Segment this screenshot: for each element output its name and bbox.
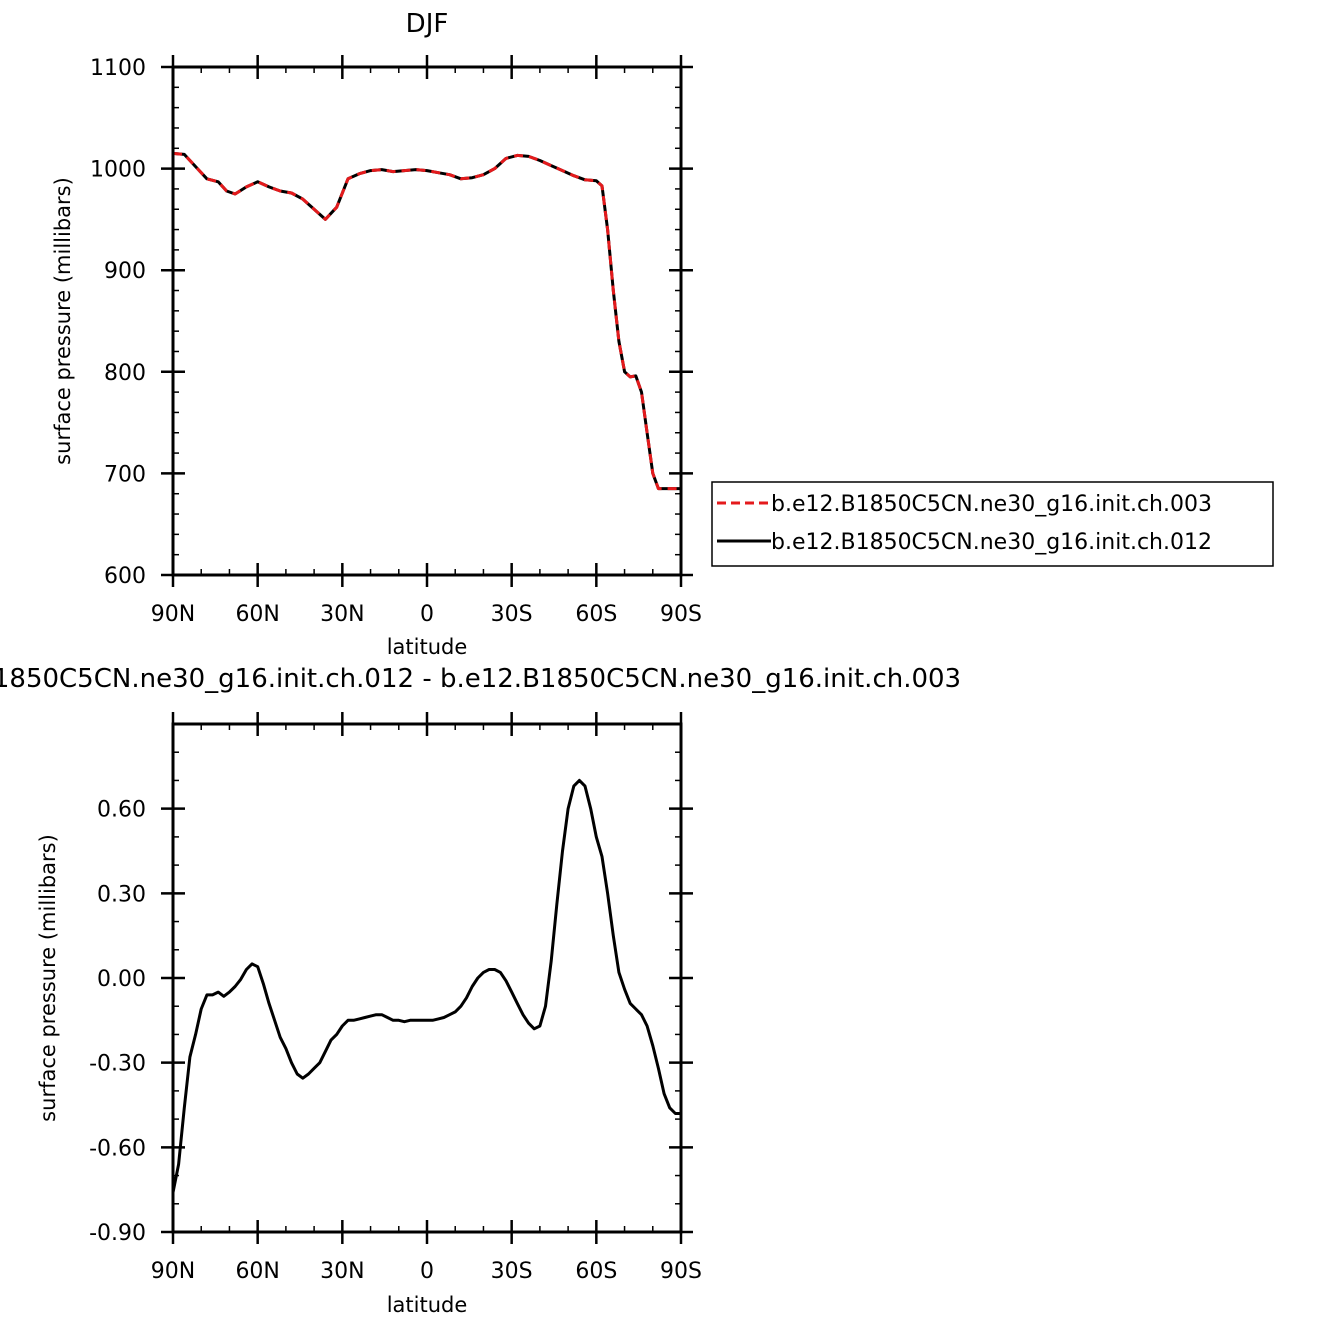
top-chart-x-tick-label: 30S [491,602,533,627]
bottom-chart-axes: 90N 60N 30N 0 30S 60S 90S -0.90 -0.60 -0.30 0.00 0.… [89,712,702,1284]
top-chart-axes: 90N 60N 30N 0 30S 60S 90S 600 700 800 900 1000 1100 [90,55,702,627]
bottom-chart-y-tick-label: 0.30 [97,882,146,907]
legend-label-1: b.e12.B1850C5CN.ne30_g16.init.ch.003 [771,492,1212,517]
bottom-chart-x-tick-label: 30N [320,1259,364,1284]
top-chart-x-tick-label: 90S [660,602,702,627]
bottom-chart-x-tick-label: 0 [420,1259,434,1284]
top-chart-x-tick-label: 60S [575,602,617,627]
bottom-chart-series-line-1 [171,778,681,1193]
bottom-chart-x-tick-label: 90N [151,1259,195,1284]
bottom-chart-x-tick-label: 60N [235,1259,279,1284]
top-chart-x-tick-label: 60N [235,602,279,627]
legend-frame [711,481,1274,567]
bottom-chart-xlabel: latitude [387,1293,468,1317]
bottom-chart-title: b.e12.B1850C5CN.ne30_g16.init.ch.012 - b… [0,664,961,694]
top-chart-series-line-1 [172,151,681,491]
bottom-chart-x-tick-label: 90S [660,1259,702,1284]
top-chart-y-tick-label: 700 [104,462,146,487]
top-chart-y-tick-label: 900 [104,259,146,284]
bottom-chart-y-tick-label: -0.30 [89,1052,146,1077]
bottom-chart-series [171,778,681,1193]
top-chart: DJF 90N 60N 30N 0 30S 60S 90S 600 700 800 900 1000 1… [51,9,702,659]
bottom-chart-y-tick-label: 0.00 [97,967,146,992]
top-chart-y-tick-label: 800 [104,361,146,386]
top-chart-series [172,151,681,491]
bottom-chart-ylabel: surface pressure (millibars) [36,834,60,1122]
bottom-chart-x-tick-label: 60S [575,1259,617,1284]
top-chart-x-tick-label: 90N [151,602,195,627]
bottom-chart-frame [171,722,683,1234]
legend-label-2: b.e12.B1850C5CN.ne30_g16.init.ch.012 [771,530,1212,555]
top-chart-y-tick-label: 1100 [90,56,146,81]
bottom-chart-y-tick-label: -0.60 [89,1136,146,1161]
bottom-chart-x-tick-label: 30S [491,1259,533,1284]
top-chart-frame [171,65,683,577]
bottom-chart-y-tick-label: -0.90 [89,1221,146,1246]
legend: b.e12.B1850C5CN.ne30_g16.init.ch.003 b.e… [711,481,1274,567]
bottom-chart-y-tick-label: 0.60 [97,798,146,823]
top-chart-title: DJF [406,9,449,39]
bottom-chart: b.e12.B1850C5CN.ne30_g16.init.ch.012 - b… [0,664,961,1317]
top-chart-xlabel: latitude [387,635,468,659]
top-chart-ylabel: surface pressure (millibars) [51,177,75,465]
top-chart-x-tick-label: 0 [420,602,434,627]
top-chart-y-tick-label: 600 [104,564,146,589]
top-chart-x-tick-label: 30N [320,602,364,627]
top-chart-y-tick-label: 1000 [90,158,146,183]
